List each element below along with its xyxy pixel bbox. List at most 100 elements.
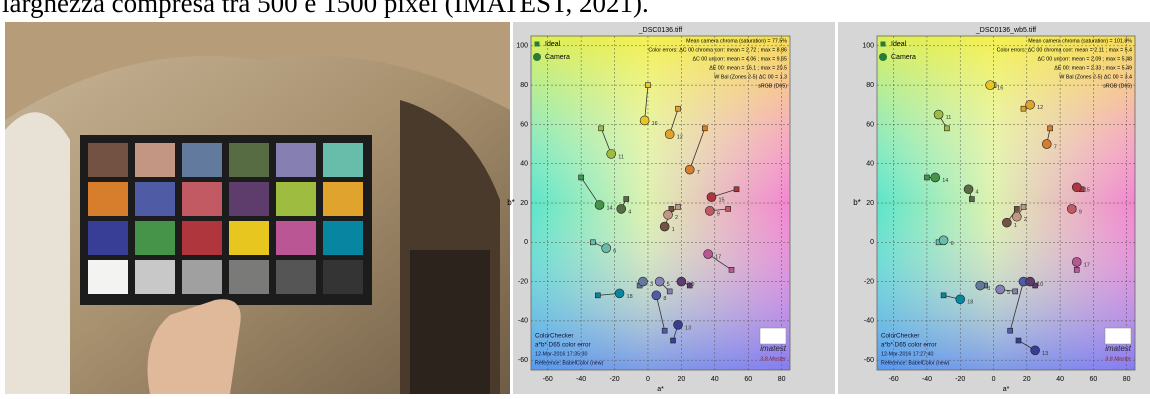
ideal-marker: [599, 126, 604, 131]
y-tick-label: 20: [520, 200, 528, 207]
ideal-marker: [924, 175, 929, 180]
ideal-marker: [590, 240, 595, 245]
point-label: 6: [613, 249, 616, 255]
point-label: 12: [677, 135, 683, 141]
y-tick-label: 0: [870, 239, 874, 246]
camera-marker: [1072, 183, 1081, 192]
point-label: 1: [672, 227, 675, 233]
y-tick-label: -60: [518, 357, 528, 364]
annotation: ΔC 00 uncorr: mean = 2.09 ; max = 5.48: [1037, 56, 1132, 62]
y-tick-label: 40: [866, 161, 874, 168]
point-label: 16: [652, 121, 658, 127]
annotation: Color errors: ΔC 00 chroma corr: mean = …: [997, 47, 1132, 53]
camera-marker: [652, 291, 661, 300]
color-patch: [88, 260, 128, 294]
y-tick-label: -20: [518, 278, 528, 285]
point-label: 14: [607, 205, 613, 211]
ideal-marker: [1048, 126, 1053, 131]
camera-marker: [638, 277, 647, 286]
ideal-marker: [595, 293, 600, 298]
point-label: 12: [1037, 105, 1043, 111]
point-label: 18: [627, 294, 633, 300]
note: ColorChecker: [535, 333, 574, 340]
ideal-marker: [1021, 106, 1026, 111]
point-label: 18: [967, 300, 973, 306]
camera-marker: [1012, 212, 1021, 221]
camera-marker: [1072, 257, 1081, 266]
camera-marker: [674, 320, 683, 329]
x-tick-label: 40: [1056, 376, 1064, 383]
ideal-marker: [941, 293, 946, 298]
ideal-marker: [645, 83, 650, 88]
ideal-marker: [729, 267, 734, 272]
x-axis-label: a*: [1003, 386, 1010, 393]
annotation: sRGB (D65): [1103, 83, 1132, 89]
annotation: Color errors: ΔC 00 chroma corr: mean = …: [648, 47, 787, 53]
point-label: 4: [976, 190, 979, 196]
camera-marker: [976, 281, 985, 290]
legend-marker: [535, 42, 540, 47]
color-patch: [229, 260, 269, 294]
color-patch: [323, 221, 363, 255]
point-label: 3: [650, 282, 653, 288]
point-label: 16: [997, 86, 1003, 92]
camera-marker: [707, 193, 716, 202]
color-patch: [135, 260, 175, 294]
y-tick-label: -60: [864, 357, 874, 364]
color-patch: [182, 260, 222, 294]
point-label: 3: [987, 286, 990, 292]
point-label: 15: [1084, 188, 1090, 194]
camera-marker: [615, 289, 624, 298]
caption: larghezza compresa tra 500 e 1500 pixel …: [2, 0, 649, 18]
x-tick-label: -40: [922, 376, 932, 383]
ideal-marker: [667, 289, 672, 294]
camera-marker: [660, 222, 669, 231]
chart-title: _DSC0136_wb5.tiff: [975, 27, 1036, 34]
camera-marker: [602, 244, 611, 253]
point-label: 9: [717, 211, 720, 217]
ideal-marker: [1016, 338, 1021, 343]
ideal-marker: [702, 126, 707, 131]
color-patch: [88, 221, 128, 255]
annotation: W Bal (Zones 2-5) ΔC 00 = 1.3: [714, 74, 787, 80]
color-patch: [229, 143, 269, 177]
note: 12-Mar-2016 17:27:40: [881, 351, 933, 357]
annotation: ΔE 00: mean = 16.1 ; max = 20.5: [709, 65, 787, 71]
camera-marker: [677, 277, 686, 286]
point-label: 13: [1042, 351, 1048, 357]
x-tick-label: -40: [576, 376, 586, 383]
ideal-marker: [1021, 204, 1026, 209]
y-axis-label: b*: [507, 198, 515, 207]
annotation: ΔE 00: mean = 2.33 ; max = 5.49: [1054, 65, 1132, 71]
photo: [5, 22, 510, 394]
point-label: 17: [1084, 262, 1090, 268]
color-patch: [88, 143, 128, 177]
x-tick-label: -60: [889, 376, 899, 383]
chart-title: _DSC0136.tiff: [638, 27, 683, 34]
x-tick-label: 40: [711, 376, 719, 383]
annotation: W Bal (Zones 2-5) ΔC 00 = 3.4: [1059, 74, 1132, 80]
legend-label: Ideal: [545, 41, 561, 48]
camera-marker: [939, 236, 948, 245]
logo: imatest: [760, 344, 787, 353]
point-label: 5: [667, 282, 670, 288]
y-tick-label: -40: [518, 318, 528, 325]
x-tick-label: 80: [778, 376, 786, 383]
legend-label: Ideal: [891, 41, 907, 48]
color-patch: [323, 260, 363, 294]
camera-marker: [1026, 100, 1035, 109]
point-label: 4: [628, 209, 631, 215]
color-patch: [276, 182, 316, 216]
logo-version: 3.8 Master: [1105, 356, 1132, 362]
x-tick-label: 20: [677, 376, 685, 383]
ideal-marker: [726, 206, 731, 211]
y-tick-label: 40: [520, 161, 528, 168]
legend-marker: [879, 53, 887, 61]
ideal-marker: [1013, 289, 1018, 294]
point-label: 9: [1079, 209, 1082, 215]
annotation: Mean camera chroma (saturation) = 77.5%: [686, 38, 787, 44]
ideal-marker: [1008, 328, 1013, 333]
x-tick-label: 60: [744, 376, 752, 383]
annotation: ΔC 00 uncorr: mean = 4.06 ; max = 9.65: [692, 56, 787, 62]
page: larghezza compresa tra 500 e 1500 pixel …: [0, 0, 1150, 394]
